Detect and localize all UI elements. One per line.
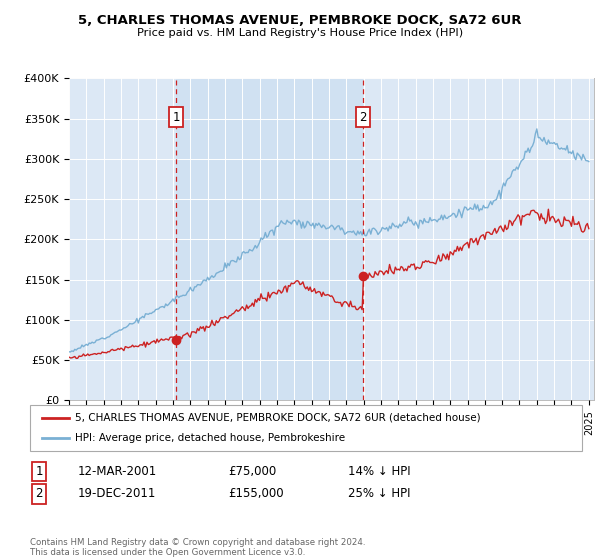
Bar <box>176 78 363 400</box>
Text: Contains HM Land Registry data © Crown copyright and database right 2024.
This d: Contains HM Land Registry data © Crown c… <box>30 538 365 557</box>
Text: 1: 1 <box>35 465 43 478</box>
Text: £75,000: £75,000 <box>228 465 276 478</box>
Text: Price paid vs. HM Land Registry's House Price Index (HPI): Price paid vs. HM Land Registry's House … <box>137 28 463 38</box>
Text: 2: 2 <box>35 487 43 501</box>
Text: 5, CHARLES THOMAS AVENUE, PEMBROKE DOCK, SA72 6UR (detached house): 5, CHARLES THOMAS AVENUE, PEMBROKE DOCK,… <box>75 413 481 423</box>
Text: HPI: Average price, detached house, Pembrokeshire: HPI: Average price, detached house, Pemb… <box>75 433 345 443</box>
Text: 1: 1 <box>173 110 180 124</box>
Text: 19-DEC-2011: 19-DEC-2011 <box>78 487 157 501</box>
Text: 12-MAR-2001: 12-MAR-2001 <box>78 465 157 478</box>
Text: 14% ↓ HPI: 14% ↓ HPI <box>348 465 410 478</box>
Text: 2: 2 <box>359 110 367 124</box>
Text: 25% ↓ HPI: 25% ↓ HPI <box>348 487 410 501</box>
Text: 5, CHARLES THOMAS AVENUE, PEMBROKE DOCK, SA72 6UR: 5, CHARLES THOMAS AVENUE, PEMBROKE DOCK,… <box>78 14 522 27</box>
Text: £155,000: £155,000 <box>228 487 284 501</box>
